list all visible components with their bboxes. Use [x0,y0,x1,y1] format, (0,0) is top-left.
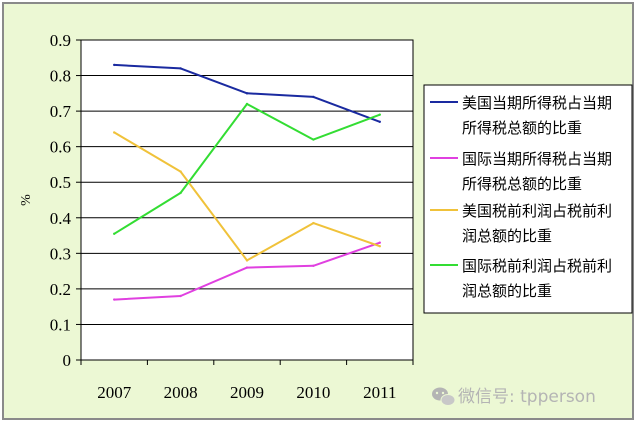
legend-label: 润总额的比重 [462,282,552,300]
data-point [312,264,315,267]
data-point [245,102,249,106]
x-tick-label: 2007 [97,383,132,402]
data-point [245,266,249,269]
data-point [113,131,116,134]
y-tick-label: 0 [63,351,72,370]
data-point [113,232,116,235]
data-point [245,92,249,95]
data-point [179,170,182,173]
x-tick-label: 2009 [230,383,264,402]
x-tick-label: 2008 [164,383,198,402]
legend-entries: 美国当期所得税占当期所得税总额的比重国际当期所得税占当期所得税总额的比重美国税前… [430,94,612,300]
x-tick-label: 2011 [363,383,396,402]
data-point [378,245,381,248]
y-tick-label: 0.5 [50,173,71,192]
legend-label: 润总额的比重 [462,227,552,245]
y-axis-ticks: 0 0.1 0.2 0.3 0.4 0.5 0.6 0.7 0.8 0.9 [50,31,81,370]
y-tick-label: 0.3 [50,244,71,263]
y-tick-label: 0.7 [50,102,72,121]
data-point [113,63,116,67]
watermark-text: 微信号: tpperson [458,387,596,407]
legend-label: 美国当期所得税占当期 [462,94,612,112]
y-tick-label: 0.9 [50,31,71,50]
gridlines [81,39,413,325]
data-point [312,221,315,225]
y-tick-label: 0.4 [50,209,72,228]
data-point [378,120,381,123]
legend-label: 国际税前利润占税前利 [462,257,612,275]
legend-label: 所得税总额的比重 [462,119,582,137]
y-tick-label: 0.1 [50,315,71,334]
wechat-icon [432,387,456,406]
series-lines [113,63,381,301]
plot-area [80,39,414,361]
data-point [378,241,381,244]
y-tick-label: 0.2 [50,280,71,299]
data-point [312,138,315,141]
data-point [179,67,182,70]
legend-label: 所得税总额的比重 [462,175,582,193]
data-point [312,95,315,99]
y-tick-label: 0.8 [50,67,71,86]
legend-label: 美国税前利润占税前利 [462,202,612,220]
data-point [113,298,116,301]
x-tick-label: 2010 [296,383,330,402]
data-point [378,113,381,116]
data-point [179,191,182,195]
data-point [179,294,182,298]
y-tick-label: 0.6 [50,138,71,157]
y-axis-label: % [19,194,34,206]
watermark: 微信号: tpperson [432,387,596,407]
data-point [245,259,249,262]
x-axis-ticks: 2007 2008 2009 2010 2011 [80,360,414,402]
legend-label: 国际当期所得税占当期 [462,150,612,168]
legend [423,84,633,314]
